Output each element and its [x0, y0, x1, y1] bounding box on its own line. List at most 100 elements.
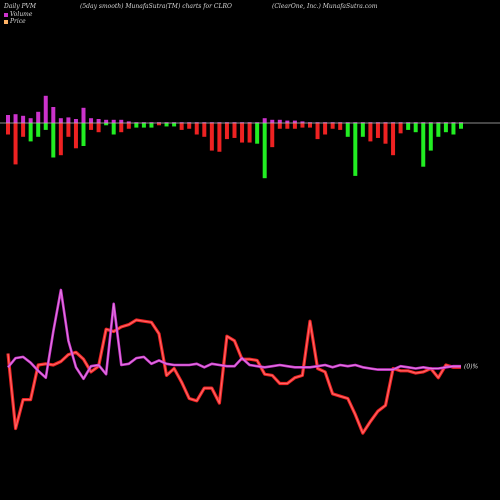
legend-volume-label: Volume [10, 11, 33, 18]
volume-swatch-icon [4, 12, 8, 17]
upper-volume-bar [81, 107, 86, 123]
upper-volume-bar [345, 122, 350, 123]
upper-volume-bar [308, 122, 312, 123]
upper-volume-bar [28, 118, 33, 123]
volume-bar [383, 123, 388, 144]
chart-type-label: Daily PVM [4, 3, 37, 10]
upper-volume-bar [247, 122, 252, 123]
upper-volume-bar [58, 118, 63, 123]
volume-bar [134, 123, 139, 128]
upper-volume-bar [368, 122, 373, 123]
volume-bar [240, 123, 245, 143]
upper-volume-bar [413, 122, 418, 123]
upper-volume-bar [43, 95, 48, 123]
upper-volume-bar [255, 122, 260, 123]
price-line [7, 319, 461, 434]
volume-bar [6, 123, 10, 135]
upper-volume-bar [141, 122, 146, 123]
volume-bar [406, 123, 411, 130]
volume-line [7, 289, 461, 380]
volume-bar [232, 123, 237, 138]
upper-volume-bar [406, 122, 411, 123]
upper-volume-bar [391, 122, 396, 123]
volume-bar [308, 123, 312, 128]
volume-bar [89, 123, 94, 130]
upper-volume-bar [428, 122, 433, 123]
volume-bar [428, 123, 433, 151]
upper-volume-bar [353, 122, 358, 123]
upper-volume-bar [111, 119, 116, 123]
volume-bar [292, 123, 297, 129]
volume-bar [43, 123, 48, 130]
price-line-glow [6, 318, 461, 435]
upper-volume-bar [36, 111, 41, 123]
upper-volume-bar [209, 122, 214, 123]
volume-bar [51, 123, 56, 158]
upper-volume-bar [232, 122, 237, 123]
volume-bar [119, 123, 124, 133]
volume-bar [224, 123, 229, 140]
volume-bar [421, 123, 426, 167]
upper-volume-bar [202, 122, 207, 123]
upper-volume-bar [21, 115, 26, 123]
volume-bar [36, 123, 41, 137]
volume-bar [285, 123, 290, 129]
volume-bar [270, 123, 275, 148]
upper-volume-bar [338, 122, 343, 123]
volume-bar [149, 123, 154, 128]
upper-volume-bar [285, 120, 290, 123]
volume-bar [58, 123, 63, 156]
volume-bar [21, 123, 26, 137]
upper-volume-bar [315, 122, 320, 123]
upper-volume-bar [194, 122, 199, 123]
upper-volume-bar [119, 119, 124, 123]
volume-bar [28, 123, 33, 142]
upper-volume-bar [451, 122, 456, 123]
upper-volume-bar [323, 122, 328, 123]
volume-bar [443, 123, 448, 133]
upper-volume-bar [383, 122, 388, 123]
volume-bar [315, 123, 320, 140]
upper-volume-bar [187, 122, 192, 123]
upper-volume-bar [104, 119, 109, 123]
company-label: (ClearOne, Inc.) MunafaSutra.com [272, 3, 378, 10]
volume-bar [451, 123, 456, 135]
upper-volume-bar [262, 118, 267, 123]
volume-bar [73, 123, 78, 149]
volume-bar [247, 123, 252, 143]
volume-bar [368, 123, 373, 142]
volume-bar [104, 123, 109, 126]
upper-volume-bar [66, 117, 71, 123]
volume-bar [217, 123, 222, 152]
volume-bar [338, 123, 343, 130]
upper-volume-bar [240, 122, 245, 123]
upper-volume-bar [164, 122, 169, 123]
volume-bar [172, 123, 177, 127]
upper-volume-bar [172, 122, 177, 123]
volume-bar [436, 123, 441, 137]
volume-bar [391, 123, 396, 156]
volume-bars [6, 95, 463, 179]
upper-volume-bar [375, 122, 380, 123]
volume-bar [323, 123, 328, 135]
upper-volume-bar [360, 122, 365, 123]
upper-volume-bar [179, 122, 184, 123]
upper-volume-bar [157, 122, 161, 123]
upper-volume-bar [398, 122, 403, 123]
volume-bar [187, 123, 192, 129]
upper-volume-bar [73, 119, 78, 123]
upper-volume-bar [292, 120, 297, 123]
volume-bar [13, 123, 18, 165]
upper-volume-bar [224, 122, 229, 123]
legend-price: Price [4, 18, 26, 25]
volume-bar [375, 123, 380, 138]
volume-bar [66, 123, 71, 137]
upper-volume-bar [421, 122, 426, 123]
volume-bar [141, 123, 146, 128]
upper-volume-bar [126, 121, 131, 123]
upper-volume-bar [96, 119, 101, 123]
volume-bar [96, 123, 101, 133]
volume-bar [345, 123, 350, 137]
upper-volume-bar [270, 119, 275, 123]
